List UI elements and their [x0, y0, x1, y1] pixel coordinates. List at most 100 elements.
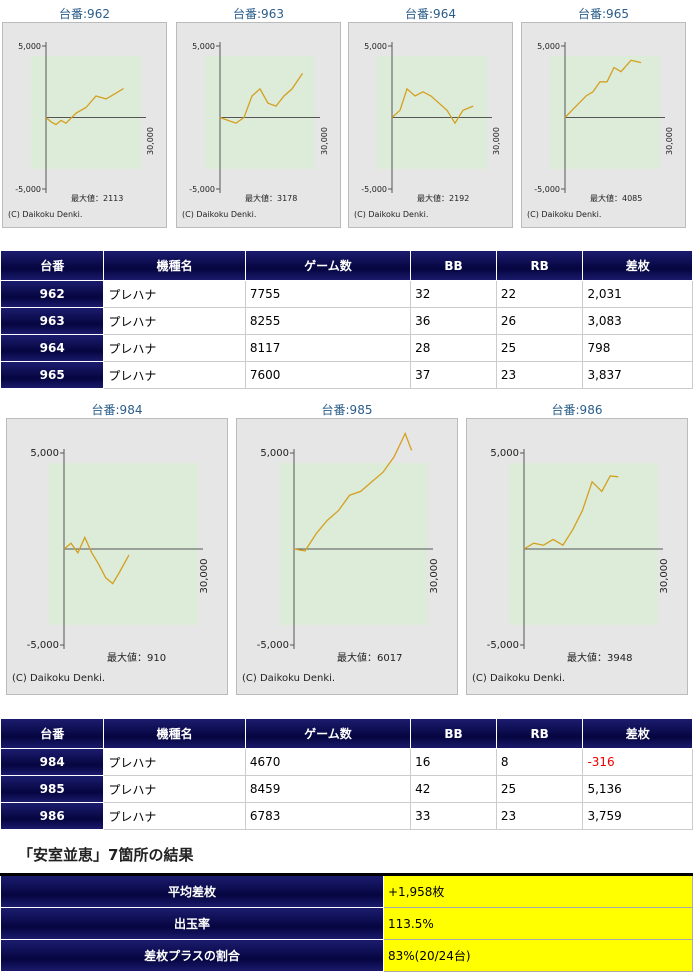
- copyright: (C) Daikoku Denki.: [527, 210, 601, 219]
- y-tick-label: 5,000: [490, 448, 519, 459]
- header-cell: RB: [495, 250, 584, 281]
- data-line: [219, 73, 304, 124]
- table-cell: 8255: [244, 307, 412, 335]
- table-cell: 962: [0, 280, 105, 308]
- header-cell: BB: [410, 718, 497, 749]
- table-cell: 4670: [244, 748, 412, 776]
- table-cell: 37: [410, 361, 497, 389]
- graph: 5,000 -5,000 30,000 最大値：3178 (C) Daikoku Den…: [182, 42, 329, 219]
- data-line: [523, 475, 619, 550]
- table-cell: プレハナ: [103, 748, 246, 776]
- copyright: (C) Daikoku Denki.: [182, 210, 256, 219]
- y-tick-label: -5,000: [15, 185, 41, 194]
- header-cell: ゲーム数: [244, 718, 412, 749]
- table-cell: 964: [0, 334, 105, 362]
- table-cell: 3,083: [582, 307, 693, 335]
- table-cell: 33: [410, 802, 497, 830]
- x-axis-label: 30,000: [199, 559, 210, 594]
- graph-panel: 5,000 -5,000 30,000 最大値：3178 (C) Daikoku Den…: [176, 22, 341, 228]
- y-tick-label: -5,000: [361, 185, 387, 194]
- table-cell: 798: [582, 334, 693, 362]
- y-tick-label: 5,000: [192, 42, 215, 51]
- table-cell: 965: [0, 361, 105, 389]
- copyright: (C) Daikoku Denki.: [12, 673, 105, 684]
- table-cell: 26: [495, 307, 584, 335]
- y-tick-label: 5,000: [364, 42, 387, 51]
- copyright: (C) Daikoku Denki.: [8, 210, 82, 219]
- background-pattern: [279, 463, 428, 625]
- table-cell: 6783: [244, 802, 412, 830]
- graph-title: 台番:986: [551, 403, 603, 417]
- graph-title: 台番:963: [233, 7, 284, 21]
- data-line: [45, 87, 124, 126]
- data-line: [63, 535, 130, 585]
- table-cell: -316: [582, 748, 693, 776]
- x-axis-label: 30,000: [146, 127, 155, 155]
- summary-label: 平均差枚: [0, 874, 384, 908]
- graph-panel: 5,000 -5,000 30,000 最大値：2113 (C) Daikoku Den…: [2, 22, 167, 228]
- graph-panel: 5,000 -5,000 30,000 最大値：4085 (C) Daikoku Den…: [521, 22, 686, 228]
- data-line: [391, 87, 474, 125]
- header-cell: BB: [410, 250, 497, 281]
- table-cell: プレハナ: [103, 775, 246, 803]
- table-row: 963 プレハナ 8255 36 26 3,083: [0, 307, 693, 335]
- table-cell: 2,031: [582, 280, 693, 308]
- graph-panel: 5,000 -5,000 30,000 最大値：2192 (C) Daikoku Den…: [348, 22, 513, 228]
- graph-title: 台番:964: [405, 7, 456, 21]
- table-cell: 32: [410, 280, 497, 308]
- table-cell: 985: [0, 775, 105, 803]
- table-cell: 3,759: [582, 802, 693, 830]
- table-cell: プレハナ: [103, 280, 246, 308]
- x-axis-label: 30,000: [665, 127, 674, 155]
- summary-heading: 「安室並恵」7箇所の結果: [18, 846, 194, 864]
- graph: 5,000 -5,000 30,000 最大値：2192 (C) Daikoku Den…: [354, 42, 501, 219]
- graph-title: 台番:985: [321, 403, 373, 417]
- max-label: 最大値：4085: [590, 193, 642, 203]
- background-pattern: [509, 463, 658, 625]
- table-row: 984 プレハナ 4670 16 8 -316: [0, 748, 693, 776]
- max-label: 最大値：910: [107, 651, 166, 664]
- max-label: 最大値：3948: [567, 651, 632, 664]
- table-row: 985 プレハナ 8459 42 25 5,136: [0, 775, 693, 803]
- header-cell: 台番: [0, 250, 105, 281]
- summary-row: 出玉率 113.5%: [0, 907, 693, 940]
- graph: 5,000 -5,000 30,000 最大値：2113 (C) Daikoku Den…: [8, 42, 155, 219]
- background-pattern: [49, 463, 198, 625]
- table-cell: 5,136: [582, 775, 693, 803]
- table-cell: 23: [495, 361, 584, 389]
- table-cell: 3,837: [582, 361, 693, 389]
- graph-title: 台番:984: [91, 403, 143, 417]
- table-row: 965 プレハナ 7600 37 23 3,837: [0, 361, 693, 389]
- table-cell: 28: [410, 334, 497, 362]
- copyright: (C) Daikoku Denki.: [354, 210, 428, 219]
- table-cell: 8459: [244, 775, 412, 803]
- table-cell: 984: [0, 748, 105, 776]
- y-tick-label: -5,000: [189, 185, 215, 194]
- header-row: 台番 機種名 ゲーム数 BB RB 差枚: [0, 718, 693, 749]
- data-line: [564, 59, 642, 118]
- table-cell: 25: [495, 334, 584, 362]
- graph: 5,000 -5,000 30,000 最大値：910(C) Daikoku Denk…: [12, 448, 210, 684]
- y-tick-label: -5,000: [534, 185, 560, 194]
- x-axis-label: 30,000: [659, 559, 670, 594]
- header-cell: 台番: [0, 718, 105, 749]
- data-line: [293, 431, 413, 552]
- table-row: 962 プレハナ 7755 32 22 2,031: [0, 280, 693, 308]
- max-label: 最大値：2192: [417, 193, 469, 203]
- graph: 5,000 -5,000 30,000 最大値：4085 (C) Daikoku Den…: [527, 42, 674, 219]
- graph: 5,000 -5,000 30,000 最大値：3948(C) Daikoku Den…: [472, 448, 670, 684]
- y-tick-label: 5,000: [30, 448, 59, 459]
- table-cell: 25: [495, 775, 584, 803]
- table-cell: 8117: [244, 334, 412, 362]
- result-table: 台番 機種名 ゲーム数 BB RB 差枚 984 プレハナ 4670 16 8 -316 985 プレハナ…: [0, 718, 693, 830]
- graph: 5,000 -5,000 30,000 最大値：6017(C) Daikoku Den…: [242, 431, 440, 684]
- x-axis-label: 30,000: [429, 559, 440, 594]
- table-cell: 7755: [244, 280, 412, 308]
- table-cell: 23: [495, 802, 584, 830]
- max-label: 最大値：3178: [245, 193, 297, 203]
- table-row: 964 プレハナ 8117 28 25 798: [0, 334, 693, 362]
- summary-row: 平均差枚 +1,958枚: [0, 874, 693, 908]
- copyright: (C) Daikoku Denki.: [242, 673, 335, 684]
- y-tick-label: 5,000: [537, 42, 560, 51]
- background-pattern: [205, 56, 315, 169]
